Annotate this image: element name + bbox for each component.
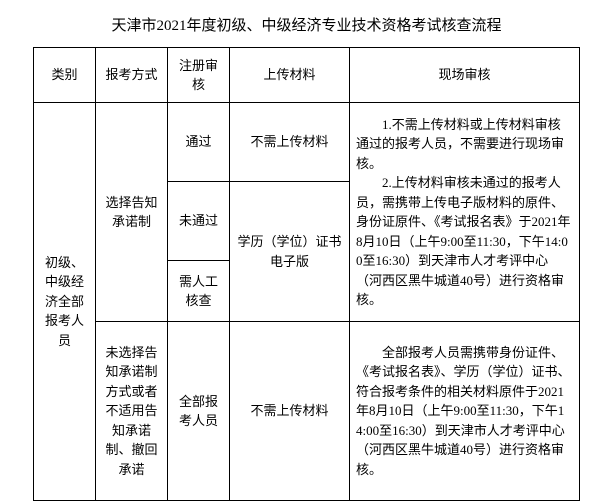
cell-reg-all: 全部报考人员 [168,322,230,501]
cell-category: 初级、中级经济全部报考人员 [34,103,96,501]
header-category: 类别 [34,48,96,103]
cell-reg-manual: 需人工核查 [168,261,230,322]
cell-reg-fail: 未通过 [168,182,230,261]
row-4: 未选择告知承诺制方式或者不适用告知承诺制、撤回承诺 全部报考人员 不需上传材料 … [34,322,580,501]
header-register: 注册审核 [168,48,230,103]
cell-reg-pass: 通过 [168,103,230,182]
process-table: 类别 报考方式 注册审核 上传材料 现场审核 初级、中级经济全部报考人员 选择告… [33,47,580,501]
cell-upload-degree: 学历（学位）证书电子版 [230,182,350,322]
row-1: 初级、中级经济全部报考人员 选择告知承诺制 通过 不需上传材料 1.不需上传材料… [34,103,580,182]
cell-method2: 未选择告知承诺制方式或者不适用告知承诺制、撤回承诺 [96,322,168,501]
header-method: 报考方式 [96,48,168,103]
cell-upload-none: 不需上传材料 [230,103,350,182]
header-upload: 上传材料 [230,48,350,103]
cell-scene-bottom: 全部报考人员需携带身份证件、《考试报名表》、学历（学位）证书、符合报考条件的相关… [350,322,580,501]
header-scene: 现场审核 [350,48,580,103]
cell-scene-top: 1.不需上传材料或上传材料审核通过的报考人员，不需要进行现场审核。 2.上传材料… [350,103,580,322]
cell-upload-none2: 不需上传材料 [230,322,350,501]
cell-method1: 选择告知承诺制 [96,103,168,322]
page-title: 天津市2021年度初级、中级经济专业技术资格考试核查流程 [0,0,613,47]
header-row: 类别 报考方式 注册审核 上传材料 现场审核 [34,48,580,103]
